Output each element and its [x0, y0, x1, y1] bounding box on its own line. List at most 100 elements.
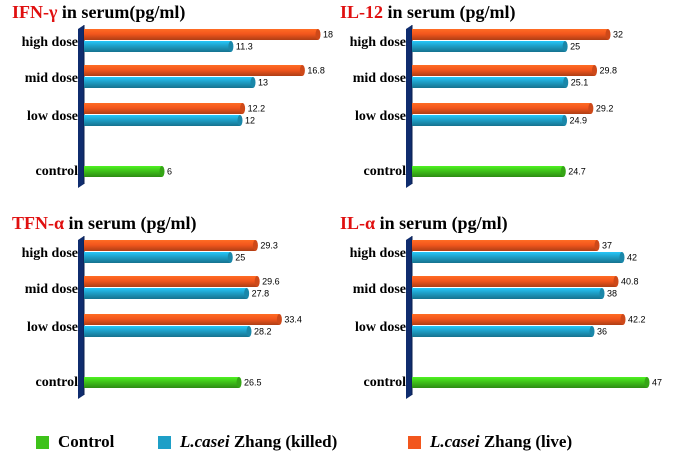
bar-live: [84, 65, 303, 76]
category-label: mid dose: [353, 282, 406, 297]
bar-live: [412, 65, 595, 76]
axis-wall: [406, 236, 412, 399]
bar-killed: [84, 115, 240, 126]
bar-cap-killed: [227, 252, 233, 263]
value-label: 24.9: [570, 116, 588, 126]
value-label: 6: [167, 167, 172, 177]
bar-cap-live: [315, 29, 321, 40]
value-label: 26.5: [244, 378, 262, 388]
bar-cap-killed: [599, 288, 605, 299]
legend-swatch-killed: [158, 435, 171, 449]
legend-label-live: L.casei Zhang (live): [430, 432, 573, 451]
bar-killed: [412, 115, 565, 126]
chart-title-rest: in serum (pg/ml): [383, 2, 516, 23]
chart-title: IFN-γ in serum(pg/ml): [12, 2, 185, 23]
category-label: mid dose: [353, 71, 406, 86]
category-label: mid dose: [25, 282, 78, 297]
bar-cap-control: [644, 377, 650, 388]
chart-panel-3: TFN-α in serum (pg/ml) high dose 29.3 25 mid…: [12, 213, 302, 399]
bar-cap-killed: [563, 77, 569, 88]
bar-live: [412, 240, 597, 251]
category-label: low dose: [355, 109, 406, 124]
bar-cap-live: [592, 65, 598, 76]
bar-control: [84, 377, 240, 388]
bar-live: [412, 29, 608, 40]
bar-control: [412, 166, 564, 177]
bar-killed: [84, 77, 253, 88]
legend: Control L.casei Zhang (killed) L.casei Z…: [0, 428, 685, 458]
value-label: 29.2: [596, 104, 614, 114]
bar-cap-live: [605, 29, 611, 40]
value-label: 33.4: [284, 315, 302, 325]
category-label: high dose: [22, 35, 78, 50]
category-label: control: [363, 375, 406, 390]
legend-item-live: L.casei Zhang (live): [408, 432, 572, 452]
bar-control: [84, 166, 162, 177]
bar-live: [412, 314, 623, 325]
legend-swatch-control: [36, 435, 49, 449]
category-label: high dose: [22, 246, 78, 261]
bar-cap-live: [254, 276, 260, 287]
category-label: control: [35, 164, 78, 179]
value-label: 29.3: [260, 241, 278, 251]
value-label: 38: [607, 289, 617, 299]
category-label: control: [35, 375, 78, 390]
chart-panel-1: IFN-γ in serum(pg/ml) high dose 18 11.3 mid …: [12, 2, 333, 188]
bar-live: [84, 29, 318, 40]
value-label: 25.1: [571, 78, 589, 88]
category-label: high dose: [350, 246, 406, 261]
chart-panel-2: IL-12 in serum (pg/ml) high dose 32 25 mid d…: [340, 2, 623, 188]
chart-title-highlight: TFN-α: [12, 213, 64, 233]
bar-cap-killed: [562, 115, 568, 126]
bar-cap-killed: [250, 77, 256, 88]
bar-control: [412, 377, 647, 388]
value-label: 16.8: [307, 66, 325, 76]
bar-live: [84, 103, 243, 114]
value-label: 27.8: [252, 289, 270, 299]
chart-title: IL-α in serum (pg/ml): [340, 213, 508, 234]
value-label: 13: [258, 78, 268, 88]
bar-killed: [412, 77, 566, 88]
chart-title-rest: in serum (pg/ml): [375, 213, 508, 234]
bar-cap-killed: [589, 326, 595, 337]
chart-title-rest: in serum (pg/ml): [64, 213, 197, 234]
bar-killed: [84, 252, 231, 263]
value-label: 32: [613, 30, 623, 40]
bar-cap-killed: [562, 41, 568, 52]
bar-cap-live: [594, 240, 600, 251]
bar-cap-killed: [244, 288, 250, 299]
value-label: 12: [245, 116, 255, 126]
chart-title: TFN-α in serum (pg/ml): [12, 213, 197, 234]
bar-killed: [84, 288, 247, 299]
axis-wall: [78, 25, 84, 188]
bar-cap-killed: [237, 115, 243, 126]
value-label: 25: [570, 42, 580, 52]
bar-cap-killed: [228, 41, 234, 52]
bar-live: [412, 276, 616, 287]
bar-cap-control: [560, 166, 566, 177]
legend-item-killed: L.casei Zhang (killed): [158, 432, 337, 452]
axis-wall: [406, 25, 412, 188]
value-label: 40.8: [621, 277, 639, 287]
bar-killed: [84, 41, 231, 52]
category-label: low dose: [27, 320, 78, 335]
bar-killed: [84, 326, 249, 337]
bar-cap-control: [159, 166, 165, 177]
bar-killed: [412, 252, 622, 263]
chart-title: IL-12 in serum (pg/ml): [340, 2, 516, 23]
value-label: 42: [627, 253, 637, 263]
axis-wall: [78, 236, 84, 399]
value-label: 18: [323, 30, 333, 40]
value-label: 12.2: [248, 104, 266, 114]
chart-title-rest: in serum(pg/ml): [57, 2, 185, 23]
value-label: 29.6: [262, 277, 280, 287]
legend-label-control: Control: [58, 432, 115, 451]
bar-killed: [412, 288, 602, 299]
bar-cap-control: [236, 377, 242, 388]
chart-panel-4: IL-α in serum (pg/ml) high dose 37 42 mid do…: [340, 213, 662, 399]
bar-live: [84, 314, 280, 325]
bar-cap-live: [620, 314, 626, 325]
value-label: 37: [602, 241, 612, 251]
bar-live: [84, 276, 258, 287]
